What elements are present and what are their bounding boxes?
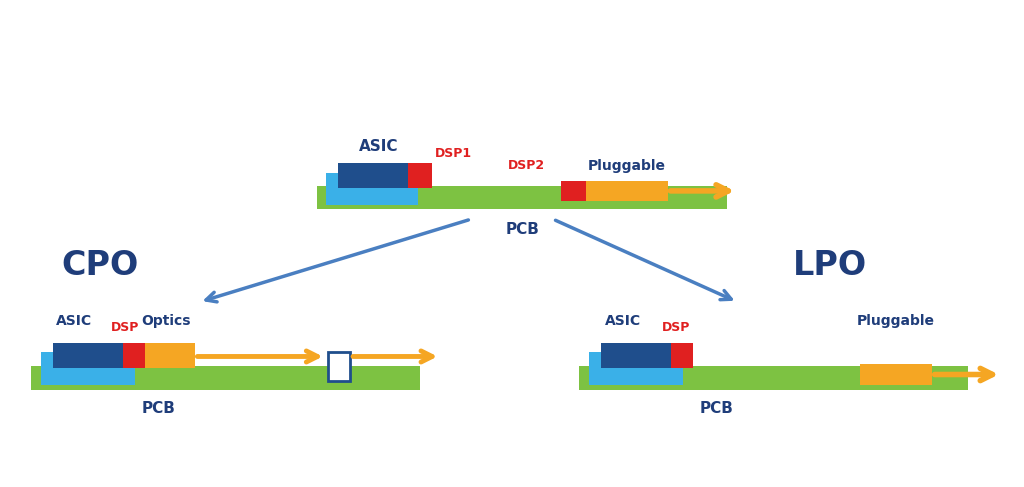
Bar	[328, 352, 350, 381]
Text: PCB: PCB	[505, 223, 540, 237]
Bar	[338, 163, 408, 188]
Text: DSP2: DSP2	[508, 159, 545, 172]
Text: PCB: PCB	[699, 401, 734, 415]
Text: DSP1: DSP1	[435, 147, 472, 160]
Text: Optics: Optics	[141, 315, 190, 328]
Text: Pluggable: Pluggable	[857, 315, 935, 328]
Text: LPO: LPO	[793, 249, 866, 282]
Text: DSP: DSP	[111, 321, 139, 334]
Bar	[589, 352, 683, 385]
Text: ASIC: ASIC	[359, 139, 398, 153]
Bar	[586, 181, 668, 201]
Bar	[41, 352, 135, 385]
Bar	[317, 186, 727, 209]
Bar	[561, 181, 586, 201]
Bar	[53, 343, 123, 368]
Text: PCB: PCB	[141, 401, 176, 415]
Bar	[671, 343, 693, 368]
Text: CPO: CPO	[61, 249, 139, 282]
Text: Pluggable: Pluggable	[588, 159, 666, 172]
Bar	[601, 343, 671, 368]
Text: ASIC: ASIC	[604, 315, 641, 328]
Bar	[123, 343, 145, 368]
Bar	[145, 343, 195, 368]
Bar	[326, 173, 418, 205]
Bar	[579, 366, 968, 390]
Text: ASIC: ASIC	[55, 315, 92, 328]
Text: DSP: DSP	[662, 321, 690, 334]
Bar	[860, 364, 932, 385]
Bar	[408, 163, 432, 188]
Bar	[31, 366, 420, 390]
